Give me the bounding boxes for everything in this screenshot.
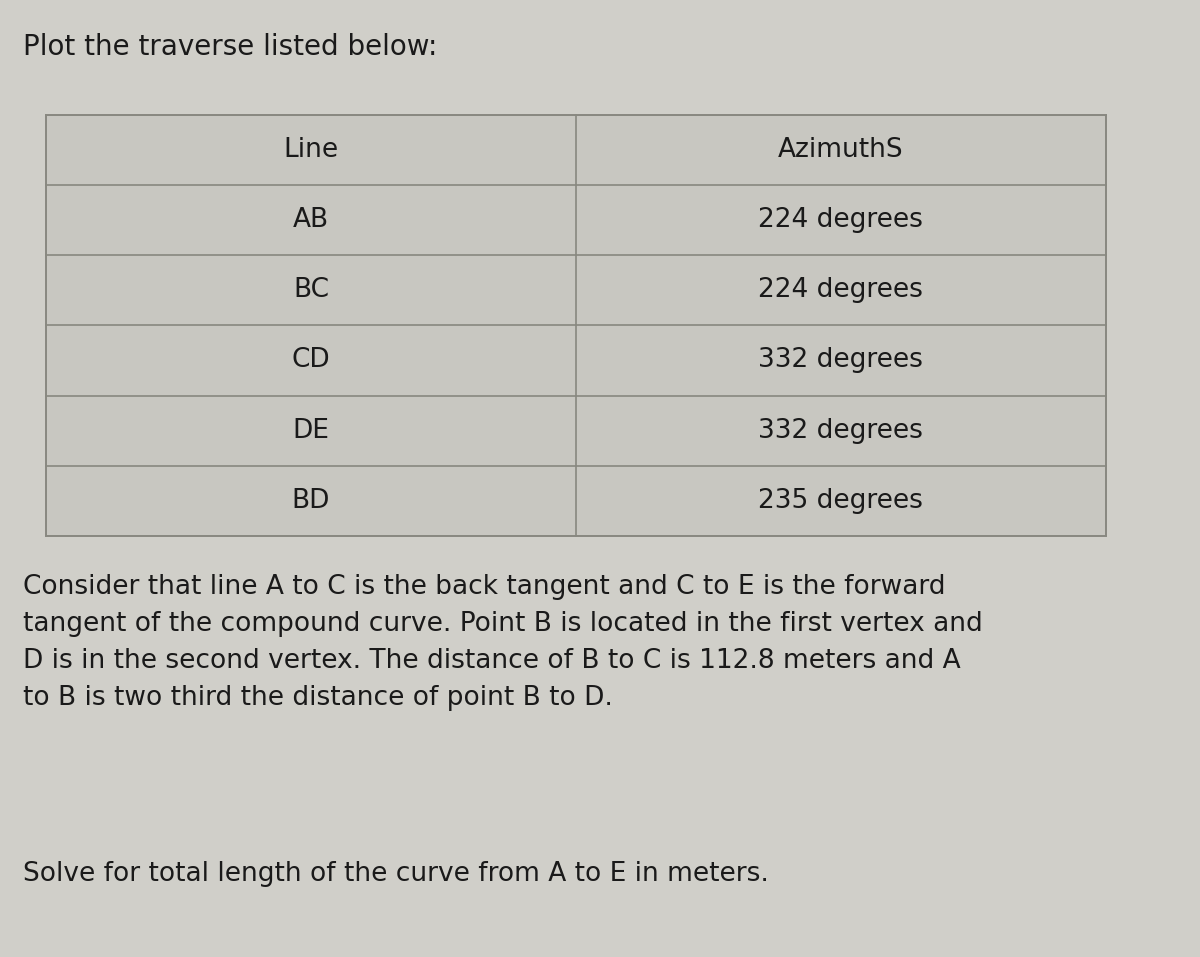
- Text: 224 degrees: 224 degrees: [758, 278, 923, 303]
- Text: 332 degrees: 332 degrees: [758, 347, 923, 373]
- Text: 332 degrees: 332 degrees: [758, 417, 923, 444]
- Text: AB: AB: [293, 207, 329, 234]
- Text: Solve for total length of the curve from A to E in meters.: Solve for total length of the curve from…: [23, 861, 769, 887]
- Text: BC: BC: [293, 278, 329, 303]
- Text: BD: BD: [292, 488, 330, 514]
- Text: Plot the traverse listed below:: Plot the traverse listed below:: [23, 33, 438, 61]
- Text: 235 degrees: 235 degrees: [758, 488, 923, 514]
- Text: 224 degrees: 224 degrees: [758, 207, 923, 234]
- FancyBboxPatch shape: [46, 115, 1105, 536]
- Text: Line: Line: [283, 137, 338, 163]
- Text: Consider that line A to C is the back tangent and C to E is the forward
tangent : Consider that line A to C is the back ta…: [23, 574, 983, 711]
- Text: DE: DE: [293, 417, 329, 444]
- Text: CD: CD: [292, 347, 330, 373]
- Text: AzimuthS: AzimuthS: [778, 137, 904, 163]
